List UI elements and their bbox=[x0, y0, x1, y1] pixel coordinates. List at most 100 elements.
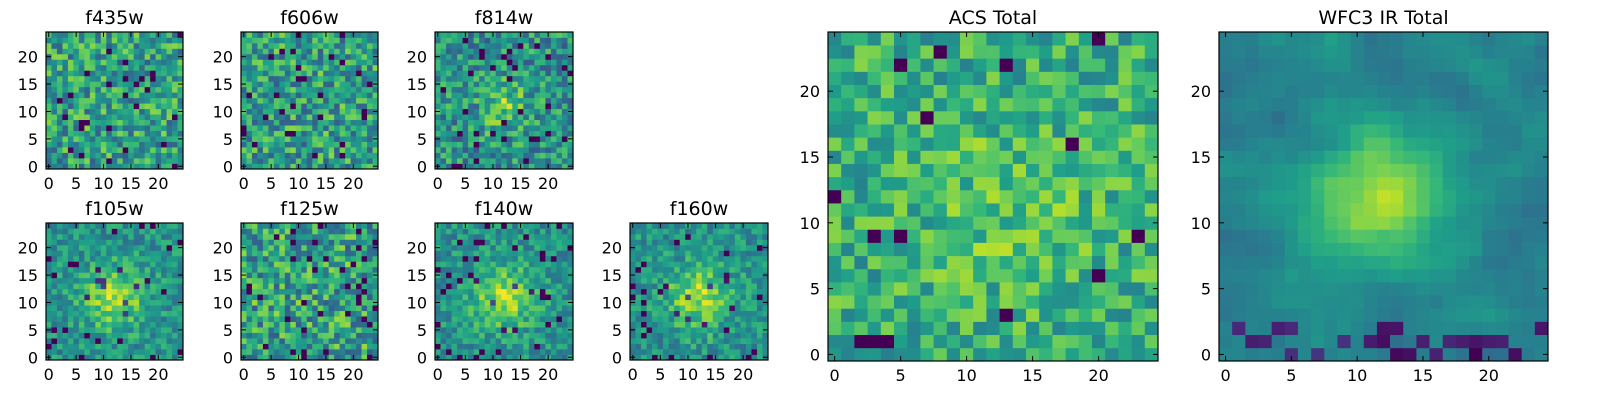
heatmap-cell bbox=[367, 70, 373, 77]
heatmap-cell bbox=[78, 261, 85, 268]
heatmap-cell bbox=[729, 321, 736, 328]
heatmap-cell bbox=[161, 59, 167, 66]
heatmap-cell bbox=[372, 255, 379, 262]
heatmap-cell bbox=[56, 338, 63, 344]
heatmap-cell bbox=[490, 130, 497, 137]
heatmap-cell bbox=[1078, 308, 1093, 322]
heatmap-cell bbox=[317, 163, 324, 170]
heatmap-cell bbox=[339, 244, 346, 251]
heatmap-cell bbox=[172, 70, 178, 77]
heatmap-cell bbox=[446, 233, 452, 240]
heatmap-cell bbox=[62, 97, 69, 104]
heatmap-cell bbox=[999, 176, 1014, 191]
heatmap-cell bbox=[561, 305, 568, 312]
heatmap-cell bbox=[685, 277, 692, 284]
heatmap-cell bbox=[701, 288, 708, 295]
heatmap-cell bbox=[241, 119, 247, 126]
heatmap-cell bbox=[550, 283, 557, 290]
heatmap-cell bbox=[490, 103, 497, 110]
heatmap-cell bbox=[506, 125, 513, 131]
heatmap-cell bbox=[479, 114, 486, 121]
heatmap-cell bbox=[317, 97, 324, 104]
heatmap-cell bbox=[495, 310, 502, 317]
heatmap-cell bbox=[473, 327, 480, 333]
heatmap-cell bbox=[550, 250, 557, 257]
panel-title: f606w bbox=[280, 7, 339, 29]
heatmap-cell bbox=[56, 97, 63, 104]
heatmap-cell bbox=[512, 48, 519, 55]
heatmap-cell bbox=[246, 119, 253, 126]
heatmap-cell bbox=[1052, 282, 1066, 296]
heatmap-cell bbox=[751, 277, 758, 284]
heatmap-cell bbox=[139, 349, 145, 355]
heatmap-cell bbox=[517, 272, 524, 279]
heatmap-cell bbox=[479, 125, 486, 131]
heatmap-cell bbox=[78, 130, 85, 137]
heatmap-cell bbox=[246, 42, 253, 49]
heatmap-cell bbox=[290, 233, 297, 240]
heatmap-cell bbox=[539, 108, 546, 115]
heatmap-cell bbox=[679, 223, 686, 229]
heatmap-cell bbox=[106, 70, 113, 77]
heatmap-cell bbox=[756, 272, 763, 279]
heatmap-cell bbox=[246, 152, 253, 159]
heatmap-cell bbox=[133, 158, 140, 164]
heatmap-cell bbox=[440, 283, 447, 290]
heatmap-cell bbox=[729, 294, 736, 301]
heatmap-cell bbox=[290, 223, 297, 229]
heatmap-cell bbox=[268, 228, 275, 235]
heatmap-cell bbox=[880, 295, 895, 309]
heatmap-cell bbox=[446, 294, 452, 301]
heatmap-cell bbox=[473, 103, 480, 110]
heatmap-cell bbox=[306, 92, 313, 99]
heatmap-cell bbox=[630, 266, 636, 273]
heatmap-cell bbox=[56, 158, 63, 164]
x-tick-label: 0 bbox=[239, 174, 249, 193]
heatmap-cell bbox=[707, 321, 714, 328]
heatmap-cell bbox=[446, 103, 452, 110]
heatmap-cell bbox=[128, 136, 135, 142]
heatmap-cell bbox=[745, 310, 752, 317]
heatmap-cell bbox=[1105, 334, 1119, 349]
heatmap-cell bbox=[128, 158, 135, 164]
heatmap-cell bbox=[1078, 268, 1093, 283]
heatmap-cell bbox=[67, 266, 74, 273]
heatmap-cell bbox=[457, 64, 463, 71]
heatmap-cell bbox=[111, 75, 118, 82]
heatmap-cell bbox=[550, 152, 557, 159]
heatmap-cell bbox=[1065, 268, 1080, 283]
heatmap-cell bbox=[550, 92, 557, 99]
heatmap-cell bbox=[246, 81, 253, 88]
heatmap-cell bbox=[679, 338, 686, 344]
heatmap-cell bbox=[161, 97, 167, 104]
heatmap-cell bbox=[490, 152, 497, 159]
heatmap-cell bbox=[490, 316, 497, 322]
heatmap-cell bbox=[440, 92, 447, 99]
heatmap-cell bbox=[484, 327, 491, 333]
heatmap-cell bbox=[150, 244, 156, 251]
heatmap-cell bbox=[257, 288, 264, 295]
heatmap-cell bbox=[95, 119, 102, 126]
heatmap-cell bbox=[495, 32, 502, 38]
heatmap-cell bbox=[484, 305, 491, 312]
heatmap-cell bbox=[334, 75, 340, 82]
heatmap-cell bbox=[484, 136, 491, 142]
heatmap-cell bbox=[756, 349, 763, 355]
heatmap-cell bbox=[241, 288, 247, 295]
heatmap-cell bbox=[751, 299, 758, 306]
heatmap-cell bbox=[301, 228, 308, 235]
heatmap-cell bbox=[446, 152, 452, 159]
heatmap-cell bbox=[734, 343, 741, 350]
heatmap-cell bbox=[751, 283, 758, 290]
heatmap-cell bbox=[241, 86, 247, 93]
heatmap-cell bbox=[451, 283, 458, 290]
heatmap-cell bbox=[506, 158, 513, 164]
heatmap-cell bbox=[78, 147, 85, 153]
heatmap-cell bbox=[317, 310, 324, 317]
heatmap-cell bbox=[495, 81, 502, 88]
heatmap-cell bbox=[56, 223, 63, 229]
heatmap-cell bbox=[284, 70, 291, 77]
heatmap-cell bbox=[367, 261, 373, 268]
heatmap-cell bbox=[56, 266, 63, 273]
heatmap-cell bbox=[960, 216, 974, 230]
